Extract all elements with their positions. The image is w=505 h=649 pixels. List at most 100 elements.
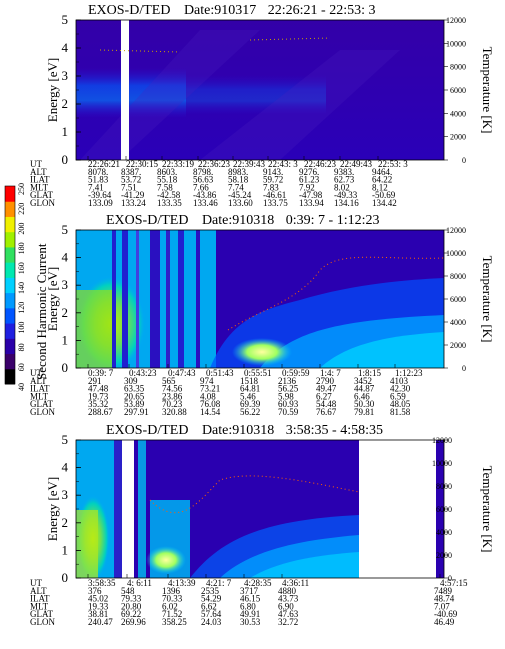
y-tick-label: 0	[62, 570, 69, 585]
y-tick-label: 5	[62, 432, 69, 447]
y-tick-label: 3	[62, 487, 69, 502]
table-cell: 1:4: 7	[320, 368, 341, 378]
table-cell: 9143.	[263, 167, 283, 177]
time-range: 22:26:21 - 22:53: 3	[268, 3, 376, 18]
table-cell: 49.91	[240, 609, 260, 619]
table-cell: 14.54	[200, 407, 221, 417]
table-cell: 7.92	[299, 182, 315, 192]
panel-3: EXOS-D/TED Date:910318 3:58:35 - 4:58:35…	[30, 423, 495, 627]
colorbar-frame	[4, 185, 16, 385]
table-cell: 22:33:19	[162, 159, 195, 169]
y-tick-label: 3	[62, 68, 69, 83]
table-cell: 51.83	[88, 175, 109, 185]
table-row-label: UT	[30, 159, 42, 169]
instrument-label: EXOS-D/TED	[106, 213, 188, 228]
table-cell: 5.46	[240, 391, 256, 401]
time-range: 0:39: 7 - 1:12:23	[286, 213, 380, 228]
table-cell: 1:8:15	[358, 368, 382, 378]
table-cell: 358.25	[162, 617, 187, 627]
table-cell: 54.48	[316, 399, 337, 409]
table-row-label: UT	[30, 578, 42, 588]
y-axis-title: Energy [eV]	[45, 267, 60, 331]
y2-tick-label: 6000	[436, 505, 452, 514]
table-cell: 133.94	[299, 198, 324, 208]
table-cell: 70.33	[162, 594, 183, 604]
axes: 0 1 2 3 4 5 0 2000 4000 6000 8000 10000 12000 Energy …	[45, 432, 495, 585]
table-cell: -40.69	[434, 609, 458, 619]
table-cell: 8798.	[193, 167, 213, 177]
table-cell: 3:58:35	[88, 578, 116, 588]
table-cell: 133.09	[88, 198, 113, 208]
table-cell: 62.73	[334, 175, 355, 185]
table-row-label: MLT	[30, 182, 49, 192]
table-cell: 2535	[201, 586, 220, 596]
colorbar-ticks: 40 60 80 100 120 140 160 180 200 220 250	[17, 183, 26, 391]
table-row-label: ALT	[30, 167, 47, 177]
table-cell: 76.67	[316, 407, 337, 417]
table-cell: 74.56	[162, 384, 183, 394]
y2-tick-label: 6000	[450, 295, 466, 304]
table-cell: 30.53	[240, 617, 261, 627]
table-cell: 6.80	[240, 601, 256, 611]
table-cell: 133.24	[121, 198, 146, 208]
table-cell: 53.89	[124, 399, 145, 409]
table-cell: 3452	[354, 376, 372, 386]
table-cell: 38.81	[88, 609, 108, 619]
table-cell: 48.05	[390, 399, 411, 409]
table-cell: 309	[124, 376, 138, 386]
table-row-label: GLAT	[30, 190, 53, 200]
table-cell: 59.72	[263, 175, 283, 185]
y-tick-label: 5	[62, 12, 69, 27]
table-cell: 3717	[240, 586, 259, 596]
table-cell: 79.33	[121, 594, 142, 604]
table-cell: -41.29	[121, 190, 145, 200]
table-cell: 134.16	[334, 198, 359, 208]
table-cell: 0:39: 7	[88, 368, 114, 378]
table-cell: 22:30:15	[126, 159, 159, 169]
colorbar-swatch	[5, 338, 15, 355]
table-row-label: GLAT	[30, 609, 53, 619]
y2-tick-label: 8000	[436, 482, 452, 491]
y2-axis-title: Temperature [K]	[480, 466, 495, 553]
table-cell: 64.22	[372, 175, 392, 185]
instrument-label: EXOS-D/TED	[106, 423, 188, 438]
table-row-label: GLON	[30, 407, 55, 417]
colorbar-tick-label: 250	[17, 183, 26, 195]
y2-tick-label: 6000	[450, 86, 466, 95]
table-cell: 9464.	[372, 167, 392, 177]
table-cell: 46.15	[240, 594, 261, 604]
date-label: Date:910317	[184, 3, 256, 18]
table-cell: -50.69	[372, 190, 396, 200]
colorbar-tick-label: 120	[17, 302, 26, 314]
table-cell: 48.74	[434, 594, 455, 604]
y-tick-label: 4	[62, 250, 69, 265]
table-cell: 240.47	[88, 617, 113, 627]
table-cell: 45.02	[88, 594, 108, 604]
colorbar-swatch	[5, 262, 15, 278]
colorbar-swatch	[5, 201, 15, 217]
table-cell: -39.64	[88, 190, 112, 200]
colorbar-swatch	[5, 353, 15, 370]
colorbar-tick-label: 220	[17, 203, 26, 215]
table-row-label: MLT	[30, 601, 49, 611]
y2-axis-title: Temperature [K]	[480, 47, 495, 134]
panel-2: EXOS-D/TED Date:910318 0:39: 7 - 1:12:23…	[30, 213, 495, 417]
table-cell: 4:21: 7	[206, 578, 232, 588]
table-cell: 24.03	[201, 617, 222, 627]
table-cell: -43.86	[193, 190, 217, 200]
colorbar-swatch	[5, 246, 15, 263]
table-cell: 70.23	[162, 399, 183, 409]
table-cell: 71.52	[162, 609, 182, 619]
time-range: 3:58:35 - 4:58:35	[286, 423, 383, 438]
table-cell: 0:47:43	[168, 368, 196, 378]
colorbar-swatch	[5, 186, 15, 202]
table-cell: 20.80	[121, 601, 142, 611]
table-cell: 6.46	[354, 391, 370, 401]
colorbar-tick-label: 160	[17, 262, 26, 274]
table-row-label: ALT	[30, 376, 47, 386]
table-cell: 22:46:23	[304, 159, 337, 169]
orbit-table: UT 22:26:21 22:30:15 22:33:19 22:36:23 22:39:…	[30, 159, 408, 208]
table-cell: 8.02	[334, 182, 350, 192]
table-cell: 57.64	[201, 609, 222, 619]
